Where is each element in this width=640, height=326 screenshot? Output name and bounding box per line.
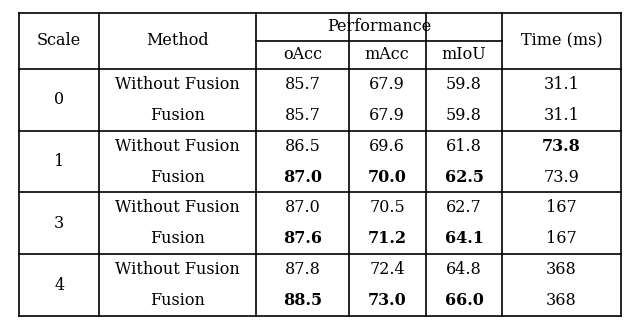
Text: 71.2: 71.2 [367, 230, 407, 247]
Text: 70.0: 70.0 [368, 169, 406, 185]
Text: 31.1: 31.1 [543, 76, 580, 93]
Text: Fusion: Fusion [150, 107, 205, 124]
Text: 73.9: 73.9 [543, 169, 580, 185]
Text: oAcc: oAcc [283, 46, 322, 63]
Text: Without Fusion: Without Fusion [115, 138, 240, 155]
Text: 72.4: 72.4 [369, 261, 405, 278]
Text: 0: 0 [54, 91, 64, 108]
Text: mIoU: mIoU [442, 46, 486, 63]
Text: 64.1: 64.1 [445, 230, 483, 247]
Text: 66.0: 66.0 [445, 292, 483, 309]
Text: 3: 3 [54, 215, 65, 232]
Text: 85.7: 85.7 [284, 107, 321, 124]
Text: Without Fusion: Without Fusion [115, 200, 240, 216]
Text: 59.8: 59.8 [446, 76, 482, 93]
Text: 67.9: 67.9 [369, 107, 405, 124]
Text: 64.8: 64.8 [446, 261, 482, 278]
Text: Scale: Scale [37, 32, 81, 49]
Text: 167: 167 [546, 200, 577, 216]
Text: 4: 4 [54, 277, 64, 294]
Text: Fusion: Fusion [150, 169, 205, 185]
Text: 87.6: 87.6 [283, 230, 322, 247]
Text: Fusion: Fusion [150, 230, 205, 247]
Text: Without Fusion: Without Fusion [115, 76, 240, 93]
Text: 70.5: 70.5 [369, 200, 405, 216]
Text: Method: Method [147, 32, 209, 49]
Text: 167: 167 [546, 230, 577, 247]
Text: 87.0: 87.0 [285, 200, 320, 216]
Text: 62.5: 62.5 [445, 169, 483, 185]
Text: 59.8: 59.8 [446, 107, 482, 124]
Text: 368: 368 [546, 292, 577, 309]
Text: 1: 1 [54, 153, 65, 170]
Text: 69.6: 69.6 [369, 138, 405, 155]
Text: 87.0: 87.0 [283, 169, 322, 185]
Text: 88.5: 88.5 [283, 292, 322, 309]
Text: Performance: Performance [327, 19, 431, 36]
Text: 368: 368 [546, 261, 577, 278]
Text: 73.8: 73.8 [542, 138, 581, 155]
Text: 67.9: 67.9 [369, 76, 405, 93]
Text: 62.7: 62.7 [446, 200, 482, 216]
Text: 61.8: 61.8 [446, 138, 482, 155]
Text: Time (ms): Time (ms) [521, 32, 602, 49]
Text: 31.1: 31.1 [543, 107, 580, 124]
Text: 85.7: 85.7 [284, 76, 321, 93]
Text: 86.5: 86.5 [284, 138, 321, 155]
Text: 87.8: 87.8 [284, 261, 321, 278]
Text: Fusion: Fusion [150, 292, 205, 309]
Text: mAcc: mAcc [365, 46, 410, 63]
Text: 73.0: 73.0 [368, 292, 406, 309]
Text: Without Fusion: Without Fusion [115, 261, 240, 278]
